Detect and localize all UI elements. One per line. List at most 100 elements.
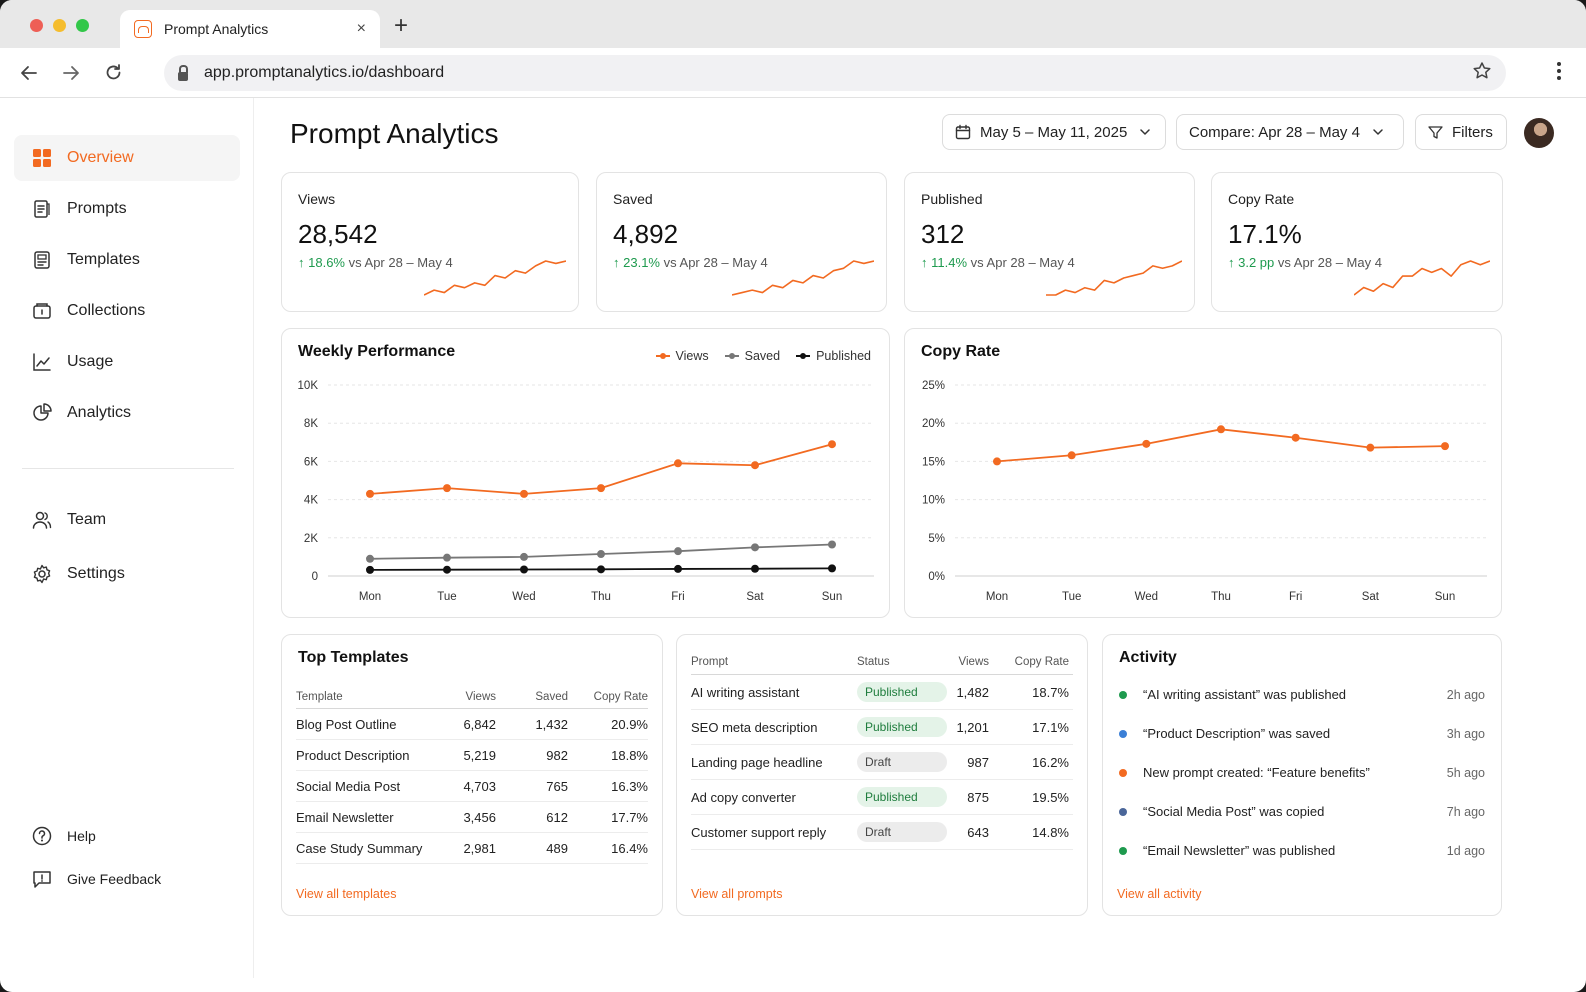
data-point[interactable] (443, 484, 451, 493)
prompts-table-body: AI writing assistant Published 1,482 18.7% S… (691, 675, 1073, 850)
sidebar-item-usage[interactable]: Usage (14, 339, 240, 385)
table-row[interactable]: Blog Post Outline 6,842 1,432 20.9% (296, 709, 648, 740)
prompt-name: AI writing assistant (691, 684, 800, 700)
sidebar-item-team[interactable]: Team (14, 497, 240, 543)
data-point[interactable] (674, 564, 682, 573)
table-row[interactable]: AI writing assistant Published 1,482 18.7% (691, 675, 1073, 710)
data-point[interactable] (1441, 442, 1449, 451)
data-point[interactable] (597, 484, 605, 493)
data-point[interactable] (1067, 451, 1076, 460)
data-point[interactable] (1217, 425, 1225, 434)
view-all-prompts-link[interactable]: View all prompts (691, 887, 783, 901)
sidebar-item-help[interactable]: Help (14, 813, 240, 859)
compare-period-dropdown[interactable]: Compare: Apr 28 – May 4 (1176, 114, 1404, 150)
kpi-delta-value: 3.2 pp (1238, 255, 1275, 270)
sidebar-item-prompts[interactable]: Prompts (14, 186, 240, 232)
x-tick-label: Thu (591, 591, 611, 603)
column-header: Saved (535, 690, 568, 703)
activity-item[interactable]: New prompt created: “Feature benefits” 5h… (1119, 753, 1485, 792)
views-cell: 987 (967, 754, 989, 770)
data-point[interactable] (1366, 443, 1375, 452)
minimize-window-button[interactable] (53, 19, 66, 32)
data-point[interactable] (751, 564, 759, 573)
table-row[interactable]: Social Media Post 4,703 765 16.3% (296, 771, 648, 802)
activity-item[interactable]: “AI writing assistant” was published 2h a… (1119, 675, 1485, 714)
status-cell: Published (857, 787, 947, 807)
sidebar-item-collections[interactable]: Collections (14, 288, 240, 334)
data-point[interactable] (520, 565, 528, 574)
data-point[interactable] (366, 554, 374, 563)
copy-rate-cell: 18.8% (611, 747, 648, 763)
date-range-picker[interactable]: May 5 – May 11, 2025 (942, 114, 1166, 150)
table-row[interactable]: Product Description 5,219 982 18.8% (296, 740, 648, 771)
template-name: Product Description (296, 747, 410, 763)
reload-icon[interactable] (104, 63, 123, 82)
new-tab-button[interactable]: + (394, 12, 409, 39)
data-point[interactable] (597, 565, 605, 574)
data-point[interactable] (520, 552, 528, 561)
data-point[interactable] (828, 540, 836, 549)
data-point[interactable] (1142, 439, 1151, 448)
data-point[interactable] (674, 547, 682, 556)
back-arrow-icon[interactable] (20, 64, 38, 82)
browser-tab[interactable]: Prompt Analytics × (120, 10, 380, 48)
view-all-activity-link[interactable]: View all activity (1117, 887, 1202, 901)
kpi-compare: vs Apr 28 – May 4 (663, 255, 768, 270)
browser-menu-icon[interactable] (1556, 61, 1562, 81)
activity-item[interactable]: “Social Media Post” was copied 7h ago (1119, 792, 1485, 831)
x-tick-label: Sat (746, 591, 764, 603)
data-point[interactable] (520, 489, 528, 498)
maximize-window-button[interactable] (76, 19, 89, 32)
copy-rate-cell: 18.7% (1032, 684, 1069, 700)
column-header: Copy Rate (593, 690, 648, 703)
sidebar-item-overview[interactable]: Overview (14, 135, 240, 181)
window-controls (30, 19, 89, 32)
data-point[interactable] (366, 489, 374, 498)
avatar[interactable] (1524, 118, 1554, 148)
kpi-card-copy-rate: Copy Rate 17.1% ↑ 3.2 pp vs Apr 28 – May… (1211, 172, 1503, 312)
kpi-card-views: Views 28,542 ↑ 18.6% vs Apr 28 – May 4 (281, 172, 579, 312)
data-point[interactable] (751, 543, 759, 552)
close-window-button[interactable] (30, 19, 43, 32)
data-point[interactable] (751, 461, 759, 470)
data-point[interactable] (993, 457, 1001, 466)
sidebar-item-label: Usage (67, 353, 114, 370)
tab-close-icon[interactable]: × (356, 20, 366, 37)
top-templates-card: Top Templates Template Views Saved Copy … (281, 634, 663, 916)
activity-text: “Social Media Post” was copied (1143, 804, 1325, 819)
views-cell: 4,703 (463, 778, 496, 794)
data-point[interactable] (674, 459, 682, 468)
sidebar: Overview Prompts Templates Collections U… (0, 98, 254, 978)
table-row[interactable]: SEO meta description Published 1,201 17.1% (691, 710, 1073, 745)
activity-item[interactable]: “Product Description” was saved 3h ago (1119, 714, 1485, 753)
url-field[interactable]: app.promptanalytics.io/dashboard (164, 55, 1506, 91)
table-row[interactable]: Customer support reply Draft 643 14.8% (691, 815, 1073, 850)
table-row[interactable]: Email Newsletter 3,456 612 17.7% (296, 802, 648, 833)
view-all-templates-link[interactable]: View all templates (296, 887, 397, 901)
legend-item-views[interactable]: Views (655, 349, 709, 363)
table-row[interactable]: Case Study Summary 2,981 489 16.4% (296, 833, 648, 864)
sidebar-item-label: Templates (67, 251, 140, 268)
legend-item-saved[interactable]: Saved (724, 349, 780, 363)
data-point[interactable] (1291, 433, 1300, 442)
legend-item-published[interactable]: Published (796, 349, 871, 363)
sidebar-item-label: Collections (67, 302, 146, 319)
forward-arrow-icon[interactable] (62, 64, 80, 82)
data-point[interactable] (443, 553, 451, 562)
sidebar-item-settings[interactable]: Settings (14, 551, 240, 597)
sidebar-item-give-feedback[interactable]: Give Feedback (14, 856, 240, 902)
activity-item[interactable]: “Email Newsletter” was published 1d ago (1119, 831, 1485, 870)
filters-label: Filters (1452, 123, 1493, 141)
data-point[interactable] (828, 440, 836, 449)
data-point[interactable] (597, 550, 605, 559)
bookmark-star-icon[interactable] (1472, 61, 1492, 81)
sidebar-item-templates[interactable]: Templates (14, 237, 240, 283)
data-point[interactable] (443, 565, 451, 574)
data-point[interactable] (828, 564, 836, 573)
table-row[interactable]: Ad copy converter Published 875 19.5% (691, 780, 1073, 815)
table-row[interactable]: Landing page headline Draft 987 16.2% (691, 745, 1073, 780)
filters-button[interactable]: Filters (1415, 114, 1507, 150)
tab-title: Prompt Analytics (164, 21, 269, 37)
data-point[interactable] (366, 565, 374, 574)
sidebar-item-analytics[interactable]: Analytics (14, 390, 240, 436)
